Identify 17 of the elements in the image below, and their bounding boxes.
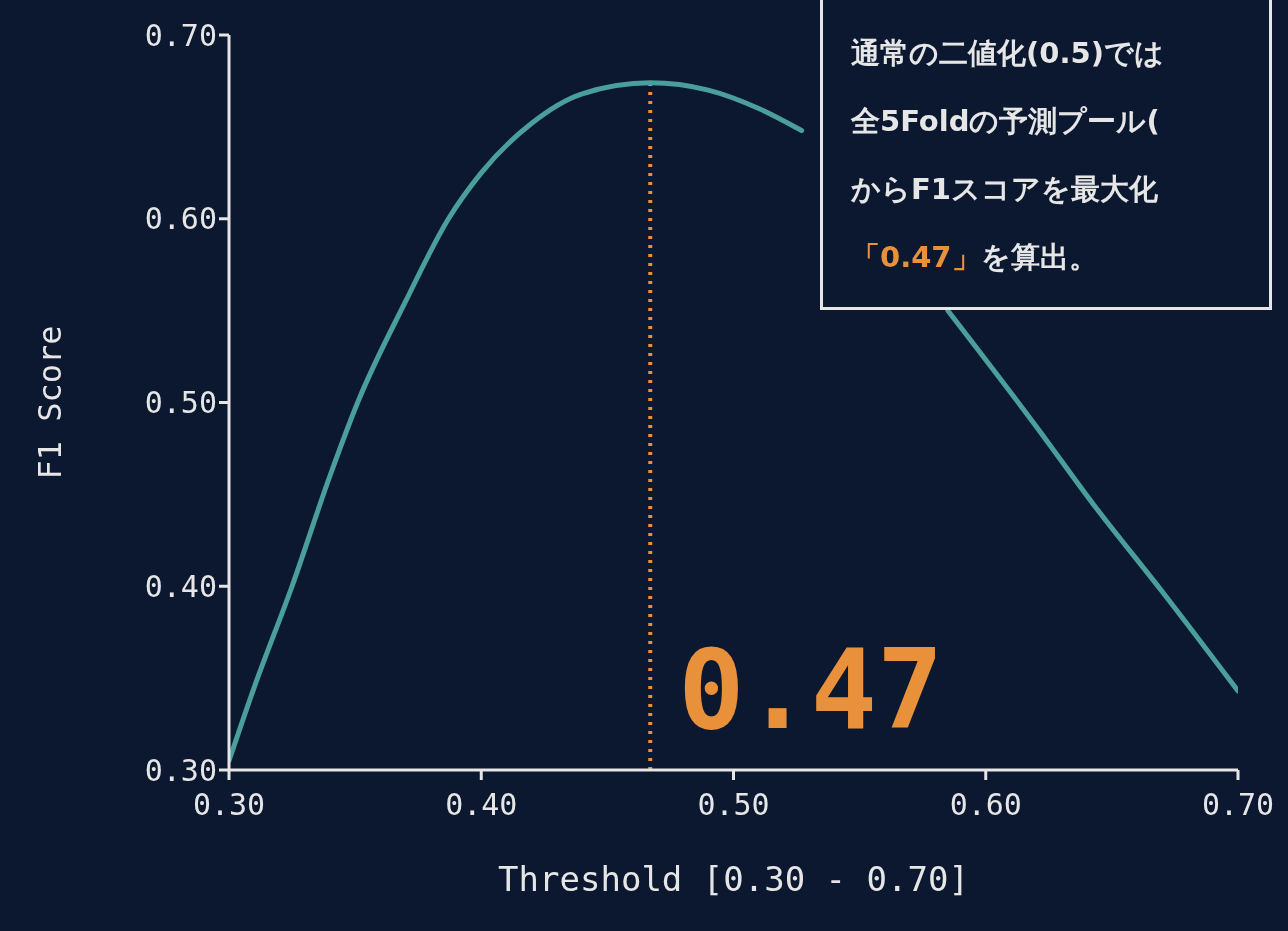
annotation: からF1スコアを最大化	[851, 172, 1158, 206]
y-tick-label: 0.40	[144, 568, 217, 604]
y-tick-label: 0.50	[144, 385, 217, 421]
y-tick-label: 0.30	[144, 752, 217, 788]
x-tick-label: 0.30	[192, 787, 266, 823]
ref-line-label: 0.47	[678, 626, 944, 754]
y-axis-title: F1 Score	[31, 325, 70, 480]
x-tick-label: 0.40	[445, 787, 518, 823]
y-tick-label: 0.70	[144, 17, 217, 53]
y-tick-label: 0.60	[144, 201, 217, 237]
x-tick-label: 0.60	[949, 787, 1022, 823]
x-tick-label: 0.50	[697, 787, 770, 823]
x-tick-label: 0.70	[1201, 787, 1275, 823]
annotation: 「0.47」を算出。	[851, 240, 1098, 274]
annotation: 通常の二値化(0.5)では	[851, 36, 1164, 70]
x-axis-title: Threshold [0.30 - 0.70]	[498, 859, 969, 899]
annotation: 全5Foldの予測プール(	[851, 104, 1160, 138]
